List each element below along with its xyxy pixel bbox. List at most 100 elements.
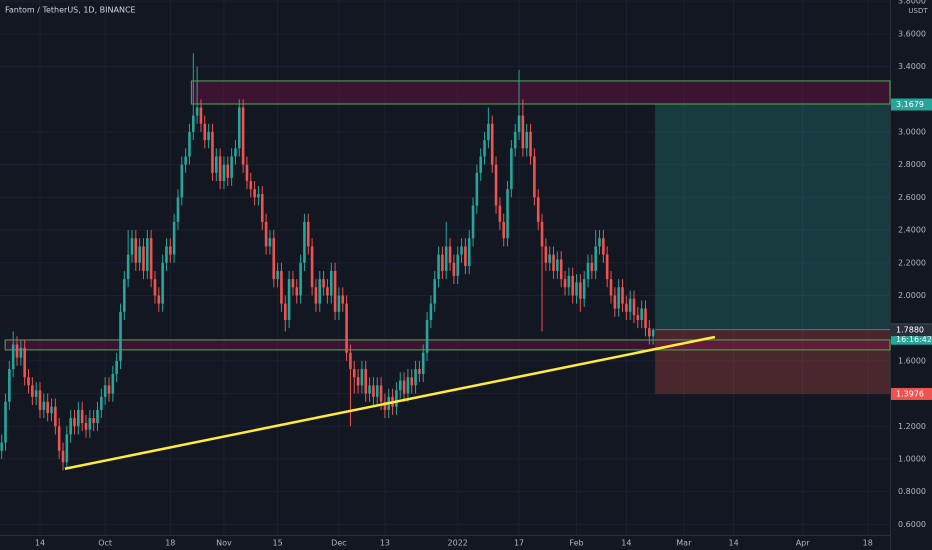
candle-body [395, 390, 398, 407]
price-label-bg [891, 324, 932, 337]
candle-body [379, 385, 383, 402]
candle-body [625, 303, 628, 312]
candle-body [345, 303, 348, 353]
candle-body [398, 380, 402, 391]
candle-body [4, 401, 7, 443]
candle-body [632, 298, 636, 316]
y-tick-label: 1.0000 [898, 454, 926, 463]
candle-body [621, 287, 624, 304]
candle-body [77, 409, 80, 427]
x-tick-label: Feb [569, 539, 583, 548]
candle-body [498, 205, 502, 222]
candle-body [375, 385, 379, 397]
candle-body [444, 246, 448, 271]
candle-body [34, 390, 38, 397]
candle-body [333, 270, 337, 312]
candle-body [92, 418, 95, 423]
candle-body [195, 107, 199, 116]
countdown-bg [891, 334, 932, 345]
candle-body [157, 295, 161, 304]
candle-body [402, 380, 406, 394]
candle-body [352, 369, 356, 378]
candle-body [448, 246, 452, 263]
x-tick-label: 13 [380, 539, 390, 548]
candle-body [80, 409, 84, 423]
candle-body [73, 418, 76, 427]
candle-body [536, 197, 540, 222]
candle-body [644, 308, 647, 329]
candle-body [19, 347, 23, 358]
candle-body [318, 279, 322, 304]
candle-body [479, 156, 483, 173]
candle-body [103, 385, 107, 397]
candle-body [513, 131, 517, 149]
candle-body [134, 238, 138, 263]
candle-body [138, 246, 141, 263]
loss-zone [655, 329, 890, 394]
candle-body [337, 295, 341, 312]
candle-body [115, 360, 118, 374]
candle-body [452, 262, 456, 276]
candle-body [230, 156, 233, 178]
candle-body [272, 238, 276, 280]
candle-body [237, 107, 241, 149]
candle-body [260, 194, 264, 222]
x-tick-label: 14 [729, 539, 739, 548]
y-tick-label: 0.6000 [898, 520, 926, 529]
candle-body [191, 115, 195, 132]
y-tick-label: 3.8000 [898, 0, 926, 6]
price-label: 3.1679 [896, 100, 924, 109]
candle-body [502, 221, 506, 239]
x-tick-label: 18 [165, 539, 175, 548]
candle-body [123, 279, 126, 312]
x-tick-label: Dec [331, 539, 346, 548]
candle-body [84, 422, 88, 430]
candle-body [421, 352, 425, 374]
candle-body [234, 148, 237, 157]
candle-body [529, 131, 532, 157]
candle-body [57, 426, 61, 451]
y-tick-label: 3.0000 [898, 127, 926, 136]
candle-body [184, 156, 187, 165]
x-tick-label: 14 [621, 539, 631, 548]
candle-body [648, 328, 651, 337]
x-tick-label: Oct [98, 539, 112, 548]
candle-body [341, 295, 345, 304]
y-tick-label: 3.6000 [898, 29, 926, 38]
price-label-bg [891, 387, 932, 400]
candle-body [268, 238, 272, 247]
candle-body [23, 347, 26, 378]
candle-body [575, 282, 578, 296]
x-tick-label: Nov [216, 539, 232, 548]
y-tick-label: 2.8000 [898, 160, 926, 169]
candle-body [264, 221, 268, 247]
candle-body [222, 164, 226, 182]
x-tick-label: 18 [863, 539, 873, 548]
candle-body [433, 279, 437, 304]
candle-body [130, 238, 134, 255]
candle-body [594, 246, 597, 271]
candle-body [525, 131, 529, 149]
candle-body [180, 164, 184, 198]
candle-body [88, 418, 92, 430]
candle-body [172, 221, 176, 255]
candle-body [487, 123, 490, 141]
candle-body [464, 246, 467, 267]
profit-zone [655, 104, 890, 330]
candle-body [249, 181, 253, 190]
chart-title: Fantom / TetherUS, 1D, BINANCE [5, 6, 136, 15]
candle-body [214, 156, 218, 173]
candle-body [571, 275, 574, 296]
candle-body [605, 254, 609, 280]
candle-body [326, 287, 329, 296]
candle-body [586, 262, 590, 280]
candle-body [563, 279, 567, 288]
candle-body [506, 189, 509, 239]
candle-body [46, 401, 49, 414]
candle-body [636, 315, 640, 320]
price-label: 1.7880 [896, 326, 924, 335]
candle-body [54, 406, 57, 427]
candle-body [471, 205, 475, 239]
